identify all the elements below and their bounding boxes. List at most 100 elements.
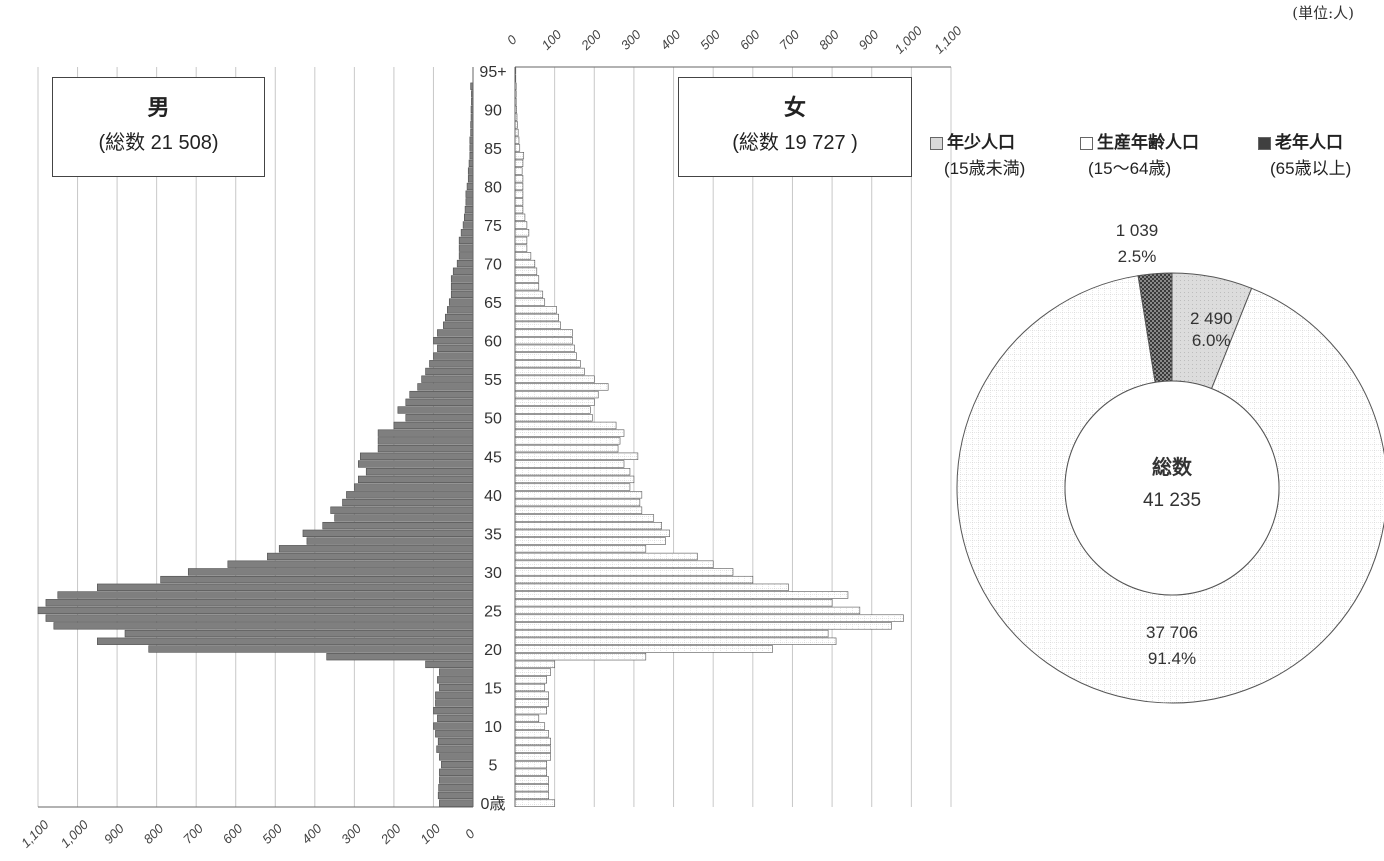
male-bar (302, 529, 474, 538)
female-bar (514, 491, 643, 499)
male-title: 男 (147, 95, 170, 120)
female-bar (514, 329, 573, 337)
male-bar (358, 460, 474, 468)
female-bar (514, 198, 524, 206)
male-value-tick: 100 (417, 820, 443, 846)
male-bar (437, 737, 474, 746)
age-tick-label: 55 (484, 372, 502, 389)
male-bar (439, 776, 474, 784)
female-value-tick: 0 (504, 31, 520, 47)
female-bar (514, 221, 528, 229)
female-bar (514, 737, 551, 746)
male-bar (438, 784, 474, 792)
female-value-tick: 100 (538, 26, 564, 52)
female-bar (514, 653, 647, 661)
working-percent-label: 91.4% (1148, 649, 1196, 668)
female-total: (総数 19 727 ) (732, 132, 858, 154)
male-bar (452, 267, 474, 275)
male-bar (458, 244, 474, 252)
male-bar (45, 599, 474, 607)
legend-label-young: 年少人口 (947, 133, 1015, 152)
age-tick-label: 15 (484, 681, 502, 698)
male-bar (450, 290, 474, 299)
male-bar (443, 321, 474, 329)
female-bar (514, 552, 698, 561)
female-bar (514, 676, 548, 684)
male-bar (458, 252, 474, 260)
female-bar (514, 498, 641, 507)
male-bar (160, 575, 474, 584)
donut-center-label: 総数 (1152, 455, 1193, 479)
female-bar (514, 352, 577, 360)
female-bar (514, 252, 532, 260)
female-bar (514, 205, 524, 214)
legend-note-elderly: (65歳以上) (1270, 159, 1352, 178)
male-bar (330, 506, 474, 514)
female-bar (514, 722, 546, 730)
female-bar (514, 699, 549, 707)
female-bar (514, 375, 595, 383)
female-bar (514, 460, 625, 468)
female-bar (514, 159, 524, 168)
female-bar (514, 444, 619, 453)
age-tick-label: 65 (484, 295, 502, 312)
female-bar (514, 398, 595, 406)
young-percent-label: 6.0% (1192, 331, 1231, 350)
male-bar (97, 637, 474, 645)
female-bar (514, 267, 538, 275)
female-bar (514, 414, 593, 422)
female-value-tick: 600 (737, 26, 763, 52)
male-bar (346, 491, 474, 499)
male-bar (450, 275, 474, 283)
male-bar (334, 514, 474, 522)
female-bar (514, 568, 734, 576)
female-bar (514, 614, 904, 622)
female-bar (514, 606, 861, 615)
female-bar (514, 367, 585, 376)
female-bar (514, 637, 837, 645)
age-tick-label: 0歳 (481, 795, 506, 813)
male-bar (467, 167, 474, 175)
male-bar (306, 537, 474, 545)
male-bar (433, 722, 474, 730)
male-bar (377, 437, 474, 445)
male-bar (358, 475, 474, 484)
male-bar (405, 398, 474, 406)
female-bar (514, 799, 555, 807)
female-bar (514, 452, 639, 460)
female-bar (514, 190, 524, 198)
male-bar (468, 159, 474, 168)
male-value-tick: 900 (101, 820, 127, 846)
female-bar (514, 313, 559, 322)
male-bar (433, 352, 474, 360)
male-bar (326, 653, 474, 661)
female-total-box: 女 (総数 19 727 ) (678, 77, 912, 177)
male-bar (462, 221, 474, 229)
female-bar (514, 244, 528, 252)
male-bar (439, 668, 474, 676)
female-bar (514, 475, 635, 484)
age-tick-label: 35 (484, 526, 502, 543)
age-tick-label: 90 (484, 102, 502, 119)
male-bar (445, 313, 474, 322)
legend-item-elderly: 老年人口 (1258, 128, 1343, 153)
donut-hole (1064, 380, 1280, 596)
legend-swatch-working (1080, 137, 1093, 151)
male-bar (409, 390, 474, 399)
male-value-tick: 1,100 (18, 816, 52, 850)
female-bar (514, 730, 549, 738)
male-value-tick: 1,000 (58, 816, 92, 850)
female-bar (514, 321, 561, 329)
male-bar (465, 198, 474, 206)
male-bar (437, 676, 474, 684)
male-bar (446, 306, 474, 314)
female-bar (514, 298, 546, 306)
male-bar (441, 760, 474, 769)
female-bar (514, 175, 524, 183)
female-bar (514, 560, 714, 568)
female-bar (514, 136, 520, 144)
male-bar (124, 629, 474, 638)
male-bar (425, 367, 474, 376)
female-bar (514, 691, 549, 699)
